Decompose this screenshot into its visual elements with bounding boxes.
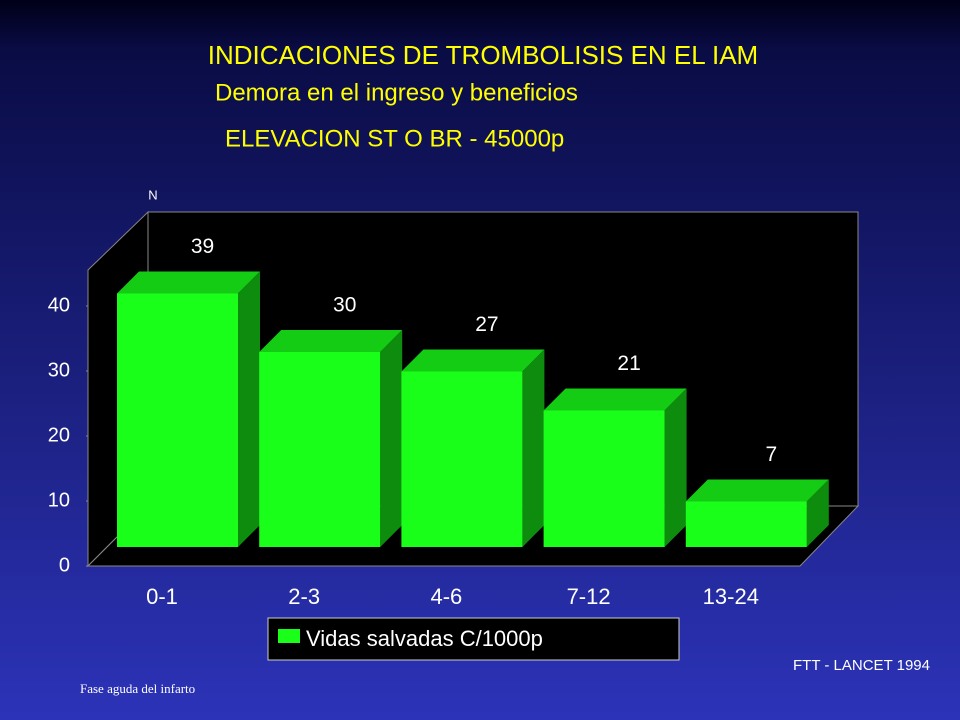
x-tick-label: 2-3 (288, 584, 320, 609)
bar-top (117, 271, 260, 294)
legend-swatch (278, 629, 300, 643)
subtitle: ELEVACION ST O BR - 45000p (225, 125, 564, 152)
data-label: 7 (765, 443, 777, 466)
x-tick-label: 7-12 (567, 584, 611, 609)
y-tick-label: 20 (48, 424, 70, 446)
bar-side (522, 349, 545, 547)
y-tick-label: 0 (59, 554, 70, 576)
x-tick-label: 4-6 (431, 584, 463, 609)
bar-top (401, 349, 545, 372)
data-label: 30 (333, 294, 356, 317)
bar (401, 371, 523, 547)
chart-title: INDICACIONES DE TROMBOLISIS EN EL IAM (208, 40, 758, 70)
data-label: 39 (191, 235, 214, 258)
data-label: 21 (617, 352, 640, 375)
subtitle: Demora en el ingreso y beneficios (215, 79, 578, 106)
bar-top (685, 479, 829, 502)
x-tick-label: 13-24 (703, 584, 759, 609)
bar-side (238, 271, 260, 547)
bar (543, 410, 665, 547)
bar-top (543, 388, 687, 411)
bar (685, 501, 807, 547)
y-tick-label: 30 (48, 359, 70, 381)
bar-side (664, 388, 687, 547)
bar (117, 293, 238, 547)
bar-top (259, 330, 403, 352)
bar (259, 352, 381, 547)
source: FTT - LANCET 1994 (793, 657, 930, 674)
y-tick-label: 10 (48, 489, 70, 511)
legend (267, 617, 680, 661)
bar-side (380, 330, 403, 547)
x-tick-label: 0-1 (146, 584, 178, 609)
y-tick-label: 40 (48, 294, 70, 316)
y-axis-label: N (148, 187, 157, 202)
data-label: 27 (475, 313, 498, 336)
bar-side (806, 479, 829, 547)
legend-label: Vidas salvadas C/1000p (306, 626, 543, 651)
footnote: Fase aguda del infarto (80, 681, 195, 696)
